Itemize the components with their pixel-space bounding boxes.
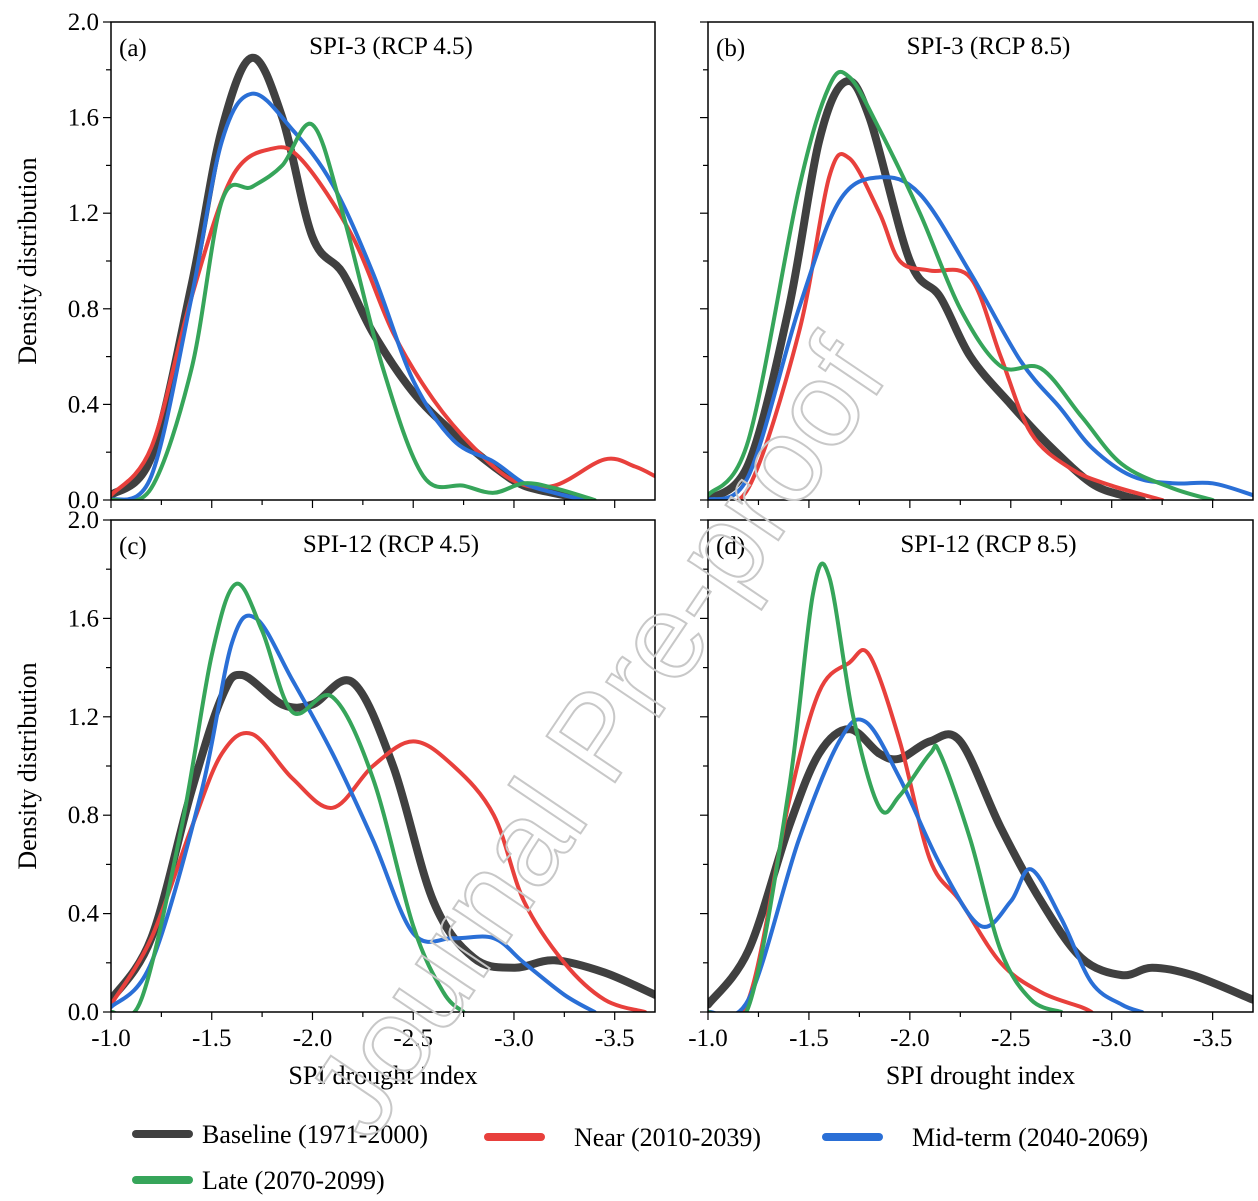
x-tick-label: -1.0 [688, 1025, 728, 1052]
y-tick-label: 2.0 [68, 9, 99, 36]
series-line-mid-term [111, 91, 587, 500]
y-tick-label: 0.4 [68, 391, 100, 418]
x-axis-title: SPI drought index [288, 1061, 477, 1090]
y-axis-title: Density distribution [13, 662, 42, 869]
panel-tag: (b) [716, 35, 745, 62]
series-line-mid-term [708, 717, 1144, 1012]
legend-item: Late (2070-2099) [132, 1166, 385, 1195]
y-tick-label: 0.4 [68, 901, 100, 928]
legend-item: Baseline (1971-2000) [132, 1120, 428, 1149]
panel-title: SPI-12 (RCP 4.5) [303, 531, 479, 558]
y-tick-label: 0.8 [68, 802, 99, 829]
legend-label: Baseline (1971-2000) [202, 1120, 428, 1149]
plot-frame [707, 519, 1254, 1013]
y-tick-label: 0.0 [68, 999, 99, 1026]
y-tick-label: 0.8 [68, 296, 99, 323]
series-line-late [708, 69, 1215, 500]
y-axis-title: Density distribution [13, 157, 42, 364]
legend-item: Mid-term (2040-2069) [822, 1123, 1148, 1152]
y-tick-label: 1.2 [68, 200, 99, 227]
legend-label: Mid-term (2040-2069) [912, 1123, 1148, 1152]
panel-title: SPI-3 (RCP 4.5) [309, 33, 473, 60]
x-tick-label: -3.0 [1092, 1025, 1132, 1052]
series-line-baseline [111, 53, 589, 500]
series-line-mid-term [111, 613, 597, 1012]
panel-tag: (a) [119, 35, 147, 62]
series-line-near [111, 145, 655, 498]
x-tick-label: -2.5 [393, 1025, 433, 1052]
series-lines [111, 53, 655, 500]
legend-label: Near (2010-2039) [574, 1123, 761, 1152]
series-line-late [111, 581, 466, 1012]
x-tick-label: -1.0 [91, 1025, 131, 1052]
legend: Baseline (1971-2000) Near (2010-2039) Mid-… [132, 1120, 1148, 1195]
panel-b: (b) SPI-3 (RCP 8.5) [700, 21, 1254, 508]
series-lines [708, 561, 1253, 1012]
y-tick-label: 1.2 [68, 704, 99, 731]
x-tick-label: -3.0 [494, 1025, 534, 1052]
legend-item: Near (2010-2039) [484, 1123, 761, 1152]
panel-tag: (d) [716, 533, 745, 560]
series-line-late [111, 121, 597, 500]
panel-c: 0.0 0.4 0.8 1.2 1.6 2.0 -1.0 -1.5 -2.0 -2.5 -3.0 -3… [13, 507, 656, 1090]
panel-tag: (c) [119, 533, 147, 560]
panel-title: SPI-3 (RCP 8.5) [907, 33, 1071, 60]
panel-title: SPI-12 (RCP 8.5) [900, 531, 1076, 558]
x-axis-title: SPI drought index [886, 1061, 1075, 1090]
panels: 0.0 0.4 0.8 1.2 1.6 2.0 (a) SPI-3 (RCP 4.5) Dens… [13, 9, 1254, 1090]
panel-d: -1.0 -1.5 -2.0 -2.5 -3.0 -3.5 (d) SPI-12 (RCP 8… [688, 519, 1254, 1090]
y-tick-label: 1.6 [68, 605, 99, 632]
series-line-near [708, 152, 1165, 500]
y-tick-label: 1.6 [68, 105, 99, 132]
x-tick-label: -1.5 [192, 1025, 232, 1052]
series-lines [111, 581, 655, 1012]
x-tick-label: -3.5 [1193, 1025, 1233, 1052]
x-tick-label: -1.5 [789, 1025, 829, 1052]
y-tick-label: 0.0 [68, 487, 99, 514]
series-line-near [708, 648, 1094, 1012]
x-tick-label: -3.5 [595, 1025, 635, 1052]
series-lines [708, 69, 1253, 500]
x-tick-label: -2.0 [890, 1025, 930, 1052]
series-line-late [708, 561, 1064, 1012]
panel-a: 0.0 0.4 0.8 1.2 1.6 2.0 (a) SPI-3 (RCP 4.5) Dens… [13, 9, 656, 514]
series-line-baseline [708, 725, 1253, 1009]
y-tick-label: 2.0 [68, 507, 99, 534]
x-tick-label: -2.5 [991, 1025, 1031, 1052]
legend-label: Late (2070-2099) [202, 1166, 385, 1195]
x-tick-label: -2.0 [293, 1025, 333, 1052]
